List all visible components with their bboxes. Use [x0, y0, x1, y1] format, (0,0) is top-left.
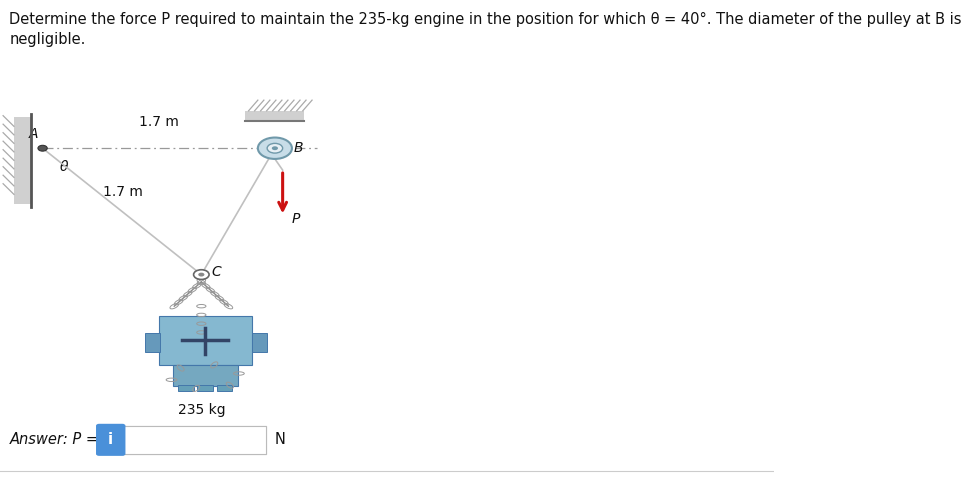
Text: N: N: [275, 433, 285, 447]
Text: 1.7 m: 1.7 m: [103, 185, 143, 199]
Text: Determine the force P required to maintain the 235-kg engine in the position for: Determine the force P required to mainta…: [10, 12, 960, 27]
Bar: [158, 316, 251, 364]
Bar: [173, 364, 237, 386]
Circle shape: [258, 138, 291, 159]
Text: i: i: [108, 433, 113, 447]
Bar: [99, 426, 266, 454]
Bar: [197, 385, 213, 391]
Bar: [14, 117, 31, 204]
Bar: [251, 333, 267, 352]
Bar: [145, 333, 160, 352]
Circle shape: [198, 273, 204, 277]
FancyBboxPatch shape: [96, 424, 125, 456]
Bar: [245, 111, 304, 122]
Text: 1.7 m: 1.7 m: [139, 115, 179, 129]
Text: A: A: [29, 127, 39, 141]
Circle shape: [272, 146, 277, 150]
Circle shape: [38, 145, 47, 151]
Text: negligible.: negligible.: [10, 32, 86, 47]
Bar: [122, 426, 266, 454]
Circle shape: [267, 143, 282, 153]
Text: 235 kg: 235 kg: [178, 403, 225, 417]
Text: Answer: P =: Answer: P =: [10, 433, 103, 447]
Text: θ: θ: [60, 160, 68, 174]
Text: B: B: [293, 141, 303, 155]
Circle shape: [193, 270, 209, 279]
Text: C: C: [211, 265, 221, 279]
Text: P: P: [291, 212, 300, 226]
Bar: [178, 385, 193, 391]
Bar: [217, 385, 233, 391]
